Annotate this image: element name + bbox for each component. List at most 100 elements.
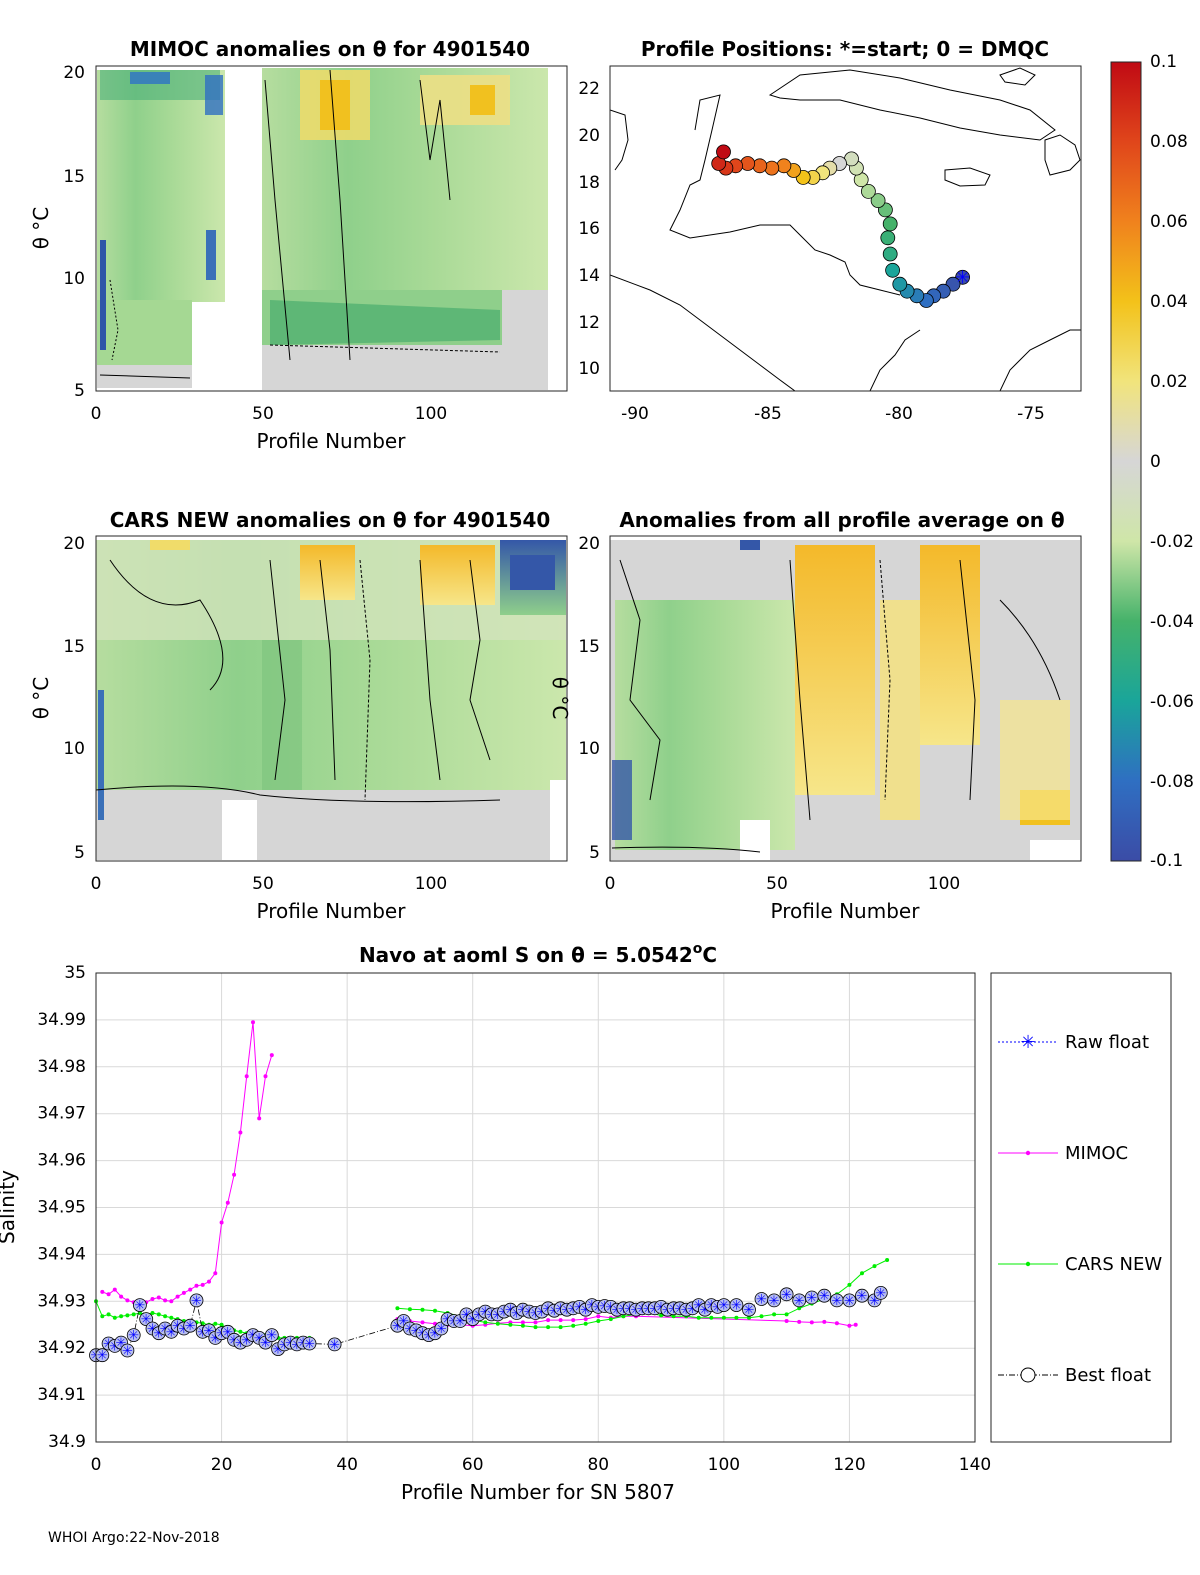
- series-point: [169, 1315, 174, 1320]
- raw-float-point: ✳: [392, 1319, 403, 1334]
- salinity-ytick: 34.92: [37, 1338, 86, 1358]
- salinity-ytick: 34.99: [37, 1010, 86, 1030]
- colorbar: 0.1 0.08 0.06 0.04 0.02 0 -0.02 -0.04 -0…: [1110, 52, 1194, 871]
- series-point: [596, 1314, 601, 1319]
- raw-float-point: ✳: [254, 1331, 265, 1346]
- best-float-point: [302, 1336, 317, 1351]
- raw-float-point: ✳: [304, 1337, 315, 1352]
- salinity-title-degree: o: [693, 941, 703, 957]
- series-point: [797, 1306, 802, 1311]
- series-point: [263, 1074, 268, 1079]
- series-point: [834, 1321, 839, 1326]
- best-float-point: [855, 1288, 869, 1303]
- series-point: [571, 1323, 576, 1328]
- raw-float-point: ✳: [210, 1331, 221, 1346]
- salinity-series: ✳✳✳✳✳✳✳✳✳ ✳ ✳✳✳✳✳ ✳✳✳ ✳✳✳✳ ✳ ✳✳✳✳✳ ✳✳✳✳ ✳✳ ✳ ✳ ✳ ✳ ✳✳…: [89, 1020, 890, 1364]
- raw-float-point: ✳: [122, 1344, 133, 1359]
- track-point: [752, 158, 768, 174]
- cb-tick-neg0.04: -0.04: [1150, 612, 1194, 632]
- series-point: [546, 1318, 551, 1323]
- series-point: [232, 1172, 237, 1177]
- salinity-ytick: 34.91: [37, 1385, 86, 1405]
- cb-tick-neg0.1: -0.1: [1150, 851, 1183, 871]
- float-track: ✳: [711, 144, 970, 308]
- raw-float-point: ✳: [806, 1291, 817, 1306]
- cars-ytick-15: 15: [63, 637, 85, 657]
- salinity-xlabel: Profile Number for SN 5807: [401, 1480, 675, 1504]
- mimoc-anomaly-title: MIMOC anomalies on θ for 4901540: [130, 37, 530, 61]
- series-point: [169, 1299, 174, 1304]
- mimoc-anomaly-yticks: 5 10 15 20: [63, 63, 85, 401]
- salinity-yticks: 34.9 34.91 34.92 34.93 34.94 34.95 34.96 34.97 3…: [37, 963, 86, 1452]
- series-point: [621, 1314, 626, 1319]
- map-ytick-20: 20: [578, 126, 600, 146]
- raw-float-point: ✳: [875, 1286, 886, 1301]
- series-point: [207, 1279, 211, 1284]
- series-point: [156, 1295, 161, 1300]
- series-point: [571, 1318, 576, 1323]
- salinity-title-main: Navo at aoml S on θ = 5.0542: [359, 943, 693, 967]
- raw-float-point: ✳: [781, 1288, 792, 1303]
- series-point: [269, 1053, 274, 1058]
- avg-anomaly-field: [610, 540, 1080, 860]
- track-point: [892, 276, 908, 292]
- series-point: [784, 1319, 789, 1323]
- series-point: [106, 1292, 111, 1297]
- mimoc-xtick-50: 50: [252, 404, 274, 424]
- series-point: [734, 1315, 739, 1320]
- map-xtick-85: -85: [754, 404, 782, 424]
- salinity-title-unit: C: [702, 943, 717, 967]
- cb-tick-0.02: 0.02: [1150, 372, 1188, 392]
- raw-float-point: ✳: [492, 1308, 503, 1323]
- legend-cars-label: CARS NEW: [1065, 1254, 1162, 1275]
- map-ytick-10: 10: [578, 359, 600, 379]
- positions-title: Profile Positions: *=start; 0 = DMQC: [641, 37, 1049, 61]
- salinity-ytick: 34.95: [37, 1198, 86, 1218]
- raw-float-point: ✳: [109, 1339, 120, 1354]
- cars-ytick-5: 5: [74, 843, 85, 863]
- raw-float-point: ✳: [222, 1325, 233, 1340]
- raw-float-point: ✳: [467, 1313, 478, 1328]
- series-point: [257, 1116, 262, 1121]
- track-point: [885, 262, 900, 278]
- salinity-ytick: 34.94: [37, 1244, 86, 1264]
- series-point: [508, 1322, 513, 1327]
- series-point: [533, 1325, 538, 1330]
- asterisk-icon: ✳: [1020, 1032, 1035, 1053]
- raw-float-point: ✳: [536, 1305, 547, 1320]
- series-point: [709, 1315, 714, 1320]
- raw-float-point: ✳: [398, 1315, 409, 1330]
- map-xtick-75: -75: [1017, 404, 1045, 424]
- cars-ytick-10: 10: [63, 739, 85, 759]
- series-point: [119, 1294, 124, 1299]
- raw-float-point: ✳: [191, 1294, 202, 1309]
- series-point: [784, 1312, 789, 1317]
- mimoc-anomaly-ylabel: θ °C: [29, 207, 53, 250]
- series-point: [558, 1318, 563, 1323]
- track-point: [882, 216, 898, 232]
- series-point: [759, 1314, 764, 1319]
- legend-cars: CARS NEW: [998, 1254, 1162, 1275]
- salinity-xtick: 140: [959, 1455, 991, 1475]
- avg-anomaly-xticks: 0 50 100: [605, 874, 961, 894]
- raw-float-point: ✳: [831, 1294, 842, 1309]
- raw-float-point: ✳: [511, 1307, 522, 1322]
- raw-float-point: ✳: [819, 1289, 830, 1304]
- best-float-point: [842, 1293, 857, 1308]
- salinity-title: Navo at aoml S on θ = 5.0542oC: [359, 941, 717, 967]
- raw-float-point: ✳: [185, 1319, 196, 1334]
- best-float-point: [183, 1318, 198, 1333]
- series-point: [100, 1314, 105, 1319]
- cars-xtick-50: 50: [252, 874, 274, 894]
- salinity-ytick: 35: [64, 963, 86, 983]
- series-point: [596, 1319, 601, 1323]
- cars-xtick-0: 0: [91, 874, 102, 894]
- raw-float-point: ✳: [241, 1333, 252, 1348]
- open-circle-icon: [1020, 1367, 1036, 1383]
- start-asterisk-icon: ✳: [955, 267, 970, 288]
- mimoc-ytick-20: 20: [63, 63, 85, 83]
- salinity-xticks: 0 20 40 60 80 100 120 140: [91, 1455, 992, 1475]
- series-point: [696, 1315, 701, 1320]
- series-point: [244, 1074, 249, 1079]
- best-float-point: [873, 1286, 888, 1300]
